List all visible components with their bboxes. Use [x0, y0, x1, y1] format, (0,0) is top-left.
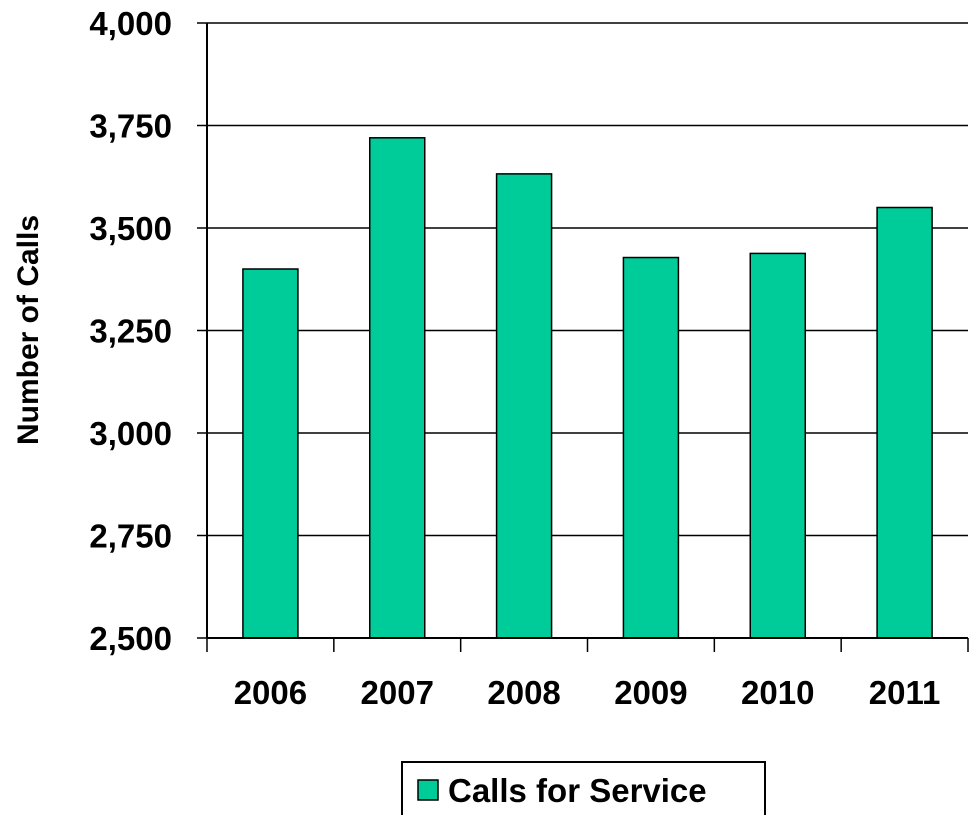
x-tick-label: 2010 — [741, 674, 814, 711]
x-tick-label: 2007 — [361, 674, 434, 711]
x-tick-label: 2009 — [614, 674, 687, 711]
y-tick-labels: 2,500 2,750 3,000 3,250 3,500 3,750 4,000 — [89, 5, 172, 657]
x-tick-label: 2008 — [487, 674, 560, 711]
bar-2007 — [369, 137, 426, 639]
bar-2006 — [242, 268, 299, 639]
y-axis-label: Number of Calls — [12, 215, 45, 445]
x-tick-label: 2011 — [869, 674, 941, 711]
y-tick-label: 3,250 — [89, 313, 172, 350]
bar-2009 — [622, 256, 680, 639]
y-tick-label: 2,500 — [89, 620, 172, 657]
gridlines — [197, 22, 968, 639]
y-tick-label: 3,500 — [89, 210, 172, 247]
y-tick-label: 3,000 — [89, 415, 172, 452]
bar-2008 — [495, 173, 553, 639]
y-tick-label: 4,000 — [89, 5, 172, 42]
legend: Calls for Service — [401, 761, 766, 815]
legend-label: Calls for Service — [448, 772, 707, 809]
x-tick-labels: 2006 2007 2008 2009 2010 2011 — [206, 638, 969, 711]
y-tick-label: 3,750 — [89, 108, 172, 145]
bar-2010 — [749, 252, 806, 639]
legend-swatch — [417, 779, 439, 801]
bars-group — [242, 137, 933, 639]
y-tick-label: 2,750 — [89, 518, 172, 555]
legend-box — [401, 761, 766, 815]
x-tick-label: 2006 — [234, 674, 307, 711]
bar-2011 — [876, 206, 933, 639]
